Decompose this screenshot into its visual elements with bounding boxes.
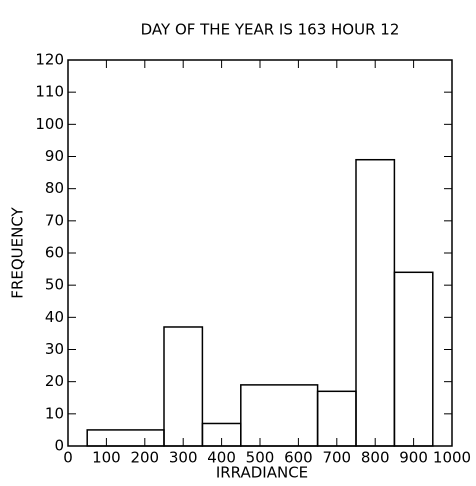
y-tick-label: 60 <box>45 244 64 262</box>
histogram-bar <box>316 390 357 447</box>
histogram-bar <box>163 326 204 447</box>
y-tick-label: 90 <box>45 147 64 165</box>
y-tick-label: 110 <box>35 83 64 101</box>
y-tick-label: 40 <box>45 308 64 326</box>
x-tick-label: 300 <box>169 449 198 467</box>
histogram-bar <box>240 384 319 447</box>
y-tick-label: 120 <box>35 51 64 69</box>
x-tick-label: 600 <box>284 449 313 467</box>
histogram-bar <box>393 271 434 447</box>
x-tick-label: 800 <box>361 449 390 467</box>
chart-title: DAY OF THE YEAR IS 163 HOUR 12 <box>141 21 400 39</box>
y-axis-label: FREQUENCY <box>9 206 27 298</box>
x-tick-label: 500 <box>246 449 275 467</box>
x-tick-label: 200 <box>130 449 159 467</box>
x-tick-label: 700 <box>322 449 351 467</box>
histogram-bar <box>86 429 165 447</box>
y-tick-label: 30 <box>45 340 64 358</box>
x-tick-label: 1000 <box>433 449 471 467</box>
x-tick-label: 400 <box>207 449 236 467</box>
y-tick-label: 10 <box>45 404 64 422</box>
x-tick-label: 900 <box>399 449 428 467</box>
y-tick-label: 70 <box>45 211 64 229</box>
y-tick-label: 50 <box>45 276 64 294</box>
y-tick-label: 80 <box>45 179 64 197</box>
y-tick-label: 20 <box>45 372 64 390</box>
histogram-bar <box>355 158 396 447</box>
y-tick-label: 0 <box>54 437 64 455</box>
x-axis-label: IRRADIANCE <box>216 464 308 482</box>
x-tick-label: 0 <box>63 449 73 467</box>
y-tick-label: 100 <box>35 115 64 133</box>
x-tick-label: 100 <box>92 449 121 467</box>
